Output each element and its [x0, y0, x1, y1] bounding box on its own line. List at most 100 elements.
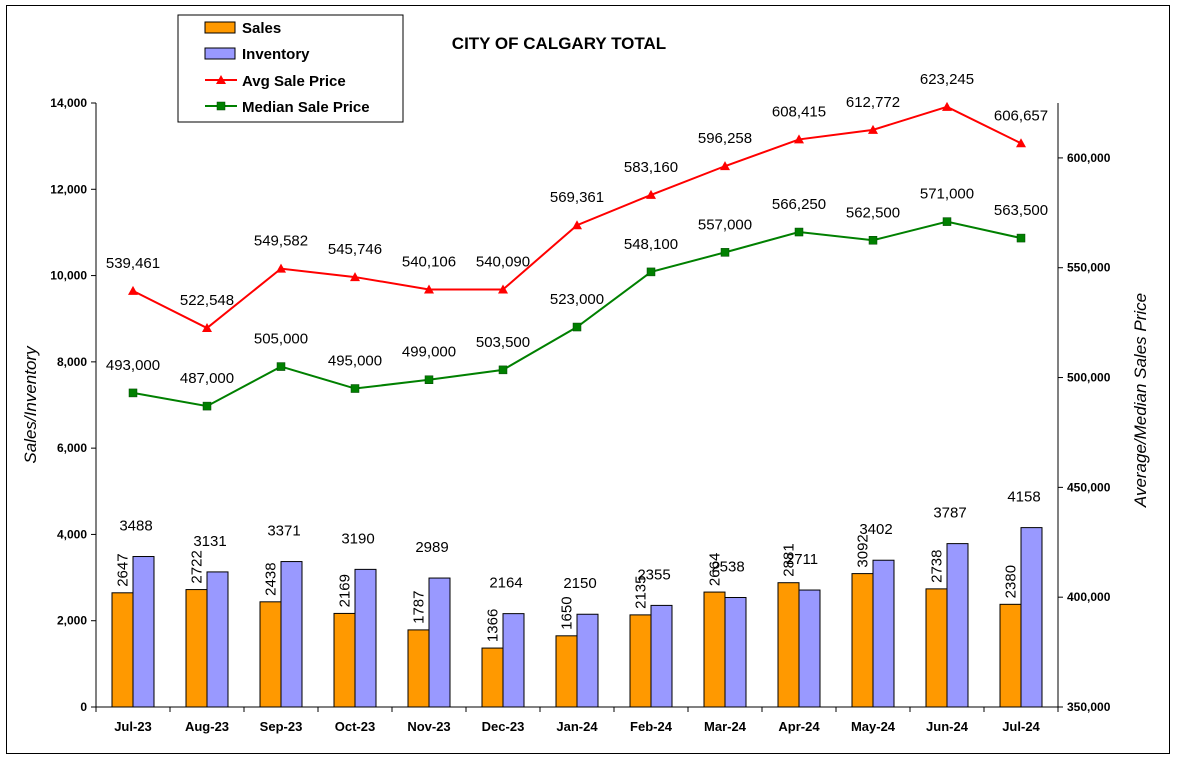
- bar-inventory: [872, 559, 895, 708]
- data-label-median-sale-price: 563,500: [994, 202, 1048, 219]
- data-label-avg-sale-price: 583,160: [624, 159, 678, 176]
- data-label-sales: 2647: [115, 553, 132, 586]
- bar-sales: [481, 647, 504, 708]
- marker-avg-sale-price: [868, 124, 878, 134]
- legend-label-median-price: Median Sale Price: [242, 99, 370, 116]
- bar-sales: [703, 591, 726, 708]
- legend: Sales Inventory Avg Sale Price Median Sa…: [177, 14, 404, 123]
- left-tick-label: 0: [80, 700, 87, 714]
- marker-avg-sale-price: [720, 161, 730, 171]
- marker-avg-sale-price: [942, 101, 952, 111]
- x-tick-label: Aug-23: [185, 719, 229, 734]
- bar-inventory: [946, 543, 969, 708]
- right-tick-label: 600,000: [1067, 151, 1111, 165]
- bar-inventory: [132, 556, 155, 708]
- data-label-median-sale-price: 523,000: [550, 291, 604, 308]
- bar-sales: [407, 629, 430, 708]
- data-label-avg-sale-price: 623,245: [920, 71, 974, 88]
- x-tick-label: Apr-24: [778, 719, 820, 734]
- data-label-inventory: 3402: [859, 521, 892, 538]
- legend-swatch-inventory: [204, 47, 236, 60]
- x-tick-label: Jul-24: [1002, 719, 1040, 734]
- right-tick-label: 400,000: [1067, 590, 1111, 604]
- bar-sales: [185, 589, 208, 708]
- data-label-sales: 2881: [781, 543, 798, 576]
- bar-inventory: [280, 561, 303, 708]
- bars-layer: [111, 527, 1043, 708]
- marker-median-sale-price: [498, 365, 508, 375]
- data-label-inventory: 2150: [563, 575, 596, 592]
- marker-avg-sale-price: [202, 323, 212, 333]
- x-tick-label: Dec-23: [482, 719, 525, 734]
- data-label-avg-sale-price: 549,582: [254, 233, 308, 250]
- left-tick-label: 10,000: [50, 269, 87, 283]
- marker-avg-sale-price: [794, 134, 804, 144]
- right-tick-label: 450,000: [1067, 480, 1111, 494]
- left-axis-title: Sales/Inventory: [21, 345, 40, 464]
- data-label-sales: 1650: [559, 596, 576, 629]
- data-label-inventory: 3488: [119, 518, 152, 535]
- data-label-median-sale-price: 562,500: [846, 204, 900, 221]
- marker-median-sale-price: [942, 217, 952, 226]
- right-tick-label: 550,000: [1067, 261, 1111, 275]
- marker-median-sale-price: [128, 388, 138, 398]
- marker-avg-sale-price: [646, 189, 656, 199]
- marker-median-sale-price: [868, 236, 878, 245]
- legend-label-avg-price: Avg Sale Price: [242, 73, 346, 90]
- lines-layer: [128, 101, 1026, 411]
- marker-median-sale-price: [1016, 233, 1026, 243]
- data-label-inventory: 2164: [489, 575, 522, 592]
- marker-median-sale-price: [794, 227, 804, 237]
- bar-sales: [851, 573, 874, 708]
- marker-avg-sale-price: [424, 284, 434, 294]
- x-tick-label: May-24: [851, 719, 896, 734]
- bar-inventory: [1020, 527, 1043, 708]
- bar-sales: [777, 582, 800, 708]
- data-label-sales: 1366: [485, 609, 502, 642]
- data-label-sales: 1787: [411, 591, 428, 624]
- data-label-inventory: 3190: [341, 530, 374, 547]
- data-label-avg-sale-price: 612,772: [846, 94, 900, 111]
- data-label-sales: 2438: [263, 562, 280, 595]
- legend-marker-median-price: [216, 101, 226, 111]
- legend-label-inventory: Inventory: [242, 46, 310, 63]
- marker-avg-sale-price: [1016, 138, 1026, 148]
- bar-sales: [925, 588, 948, 708]
- left-tick-label: 4,000: [57, 527, 87, 541]
- bar-inventory: [576, 613, 599, 708]
- data-label-inventory: 2355: [637, 566, 670, 583]
- data-label-avg-sale-price: 540,106: [402, 253, 456, 270]
- data-labels-layer: 2647 2722 2438 2169 1787 1366 1650 2135 2664 2881…: [106, 71, 1048, 642]
- legend-label-sales: Sales: [242, 20, 281, 37]
- marker-avg-sale-price: [128, 285, 138, 295]
- data-label-sales: 2135: [633, 576, 650, 609]
- data-label-median-sale-price: 557,000: [698, 216, 752, 233]
- data-label-inventory: 2538: [711, 559, 744, 576]
- marker-median-sale-price: [572, 322, 582, 332]
- data-label-sales: 3092: [855, 534, 872, 567]
- bar-inventory: [354, 568, 377, 708]
- x-tick-label: Oct-23: [335, 719, 375, 734]
- data-label-avg-sale-price: 608,415: [772, 103, 826, 120]
- data-label-sales: 2380: [1003, 565, 1020, 598]
- data-label-sales: 2169: [337, 574, 354, 607]
- bar-inventory: [798, 589, 821, 708]
- legend-marker-avg-price: [216, 75, 226, 84]
- bar-inventory: [502, 613, 525, 708]
- data-label-inventory: 3131: [193, 533, 226, 550]
- bar-sales: [333, 612, 356, 708]
- left-tick-label: 2,000: [57, 614, 87, 628]
- left-tick-label: 8,000: [57, 355, 87, 369]
- data-label-median-sale-price: 503,500: [476, 334, 530, 351]
- marker-avg-sale-price: [498, 284, 508, 294]
- data-label-inventory: 2711: [786, 551, 818, 568]
- left-tick-label: 6,000: [57, 441, 87, 455]
- data-label-median-sale-price: 487,000: [180, 370, 234, 387]
- bar-sales: [555, 635, 578, 708]
- data-label-median-sale-price: 495,000: [328, 353, 382, 370]
- data-label-median-sale-price: 571,000: [920, 186, 974, 203]
- x-tick-label: Jul-23: [114, 719, 152, 734]
- marker-avg-sale-price: [350, 272, 360, 282]
- x-tick-label: Jan-24: [556, 719, 598, 734]
